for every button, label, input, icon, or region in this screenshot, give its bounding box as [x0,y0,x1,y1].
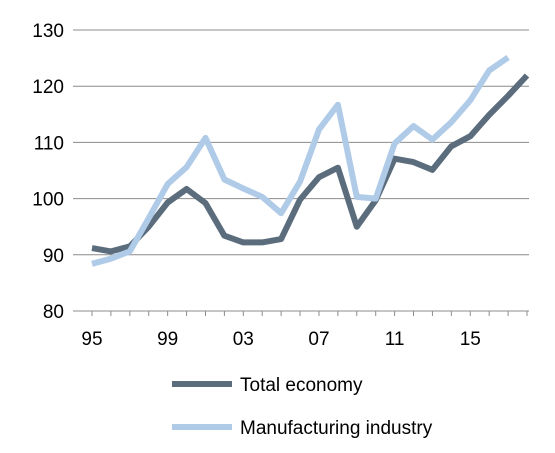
x-axis-tick-labels: 95 99 03 07 11 15 [81,329,480,350]
y-tick-label-100: 100 [32,190,64,211]
y-axis-tick-labels: 80 90 100 110 120 130 [32,21,64,323]
series-line-total-economy [91,73,530,255]
y-tick-label-110: 110 [34,133,64,154]
x-tick-label-07: 07 [308,329,329,350]
series-line-manufacturing-industry [91,55,510,267]
series-lines [91,55,530,267]
y-tick-label-80: 80 [43,302,64,323]
gridlines [73,29,529,316]
legend-label-manufacturing-industry: Manufacturing industry [240,418,433,439]
legend: Total economy Manufacturing industry [172,375,433,439]
x-tick-label-95: 95 [81,329,102,350]
x-tick-label-11: 11 [385,329,405,350]
x-tick-label-99: 99 [157,329,178,350]
y-tick-label-130: 130 [32,21,64,42]
y-tick-label-120: 120 [32,77,64,98]
y-tick-label-90: 90 [43,246,64,267]
x-tick-label-15: 15 [460,329,481,350]
legend-label-total-economy: Total economy [240,375,363,396]
x-tick-label-03: 03 [233,329,254,350]
